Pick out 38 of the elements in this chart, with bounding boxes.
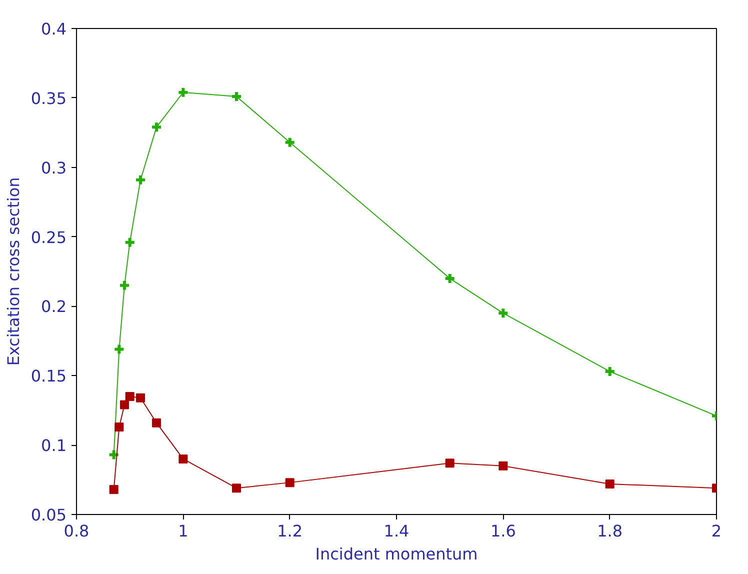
y-axis-title: Excitation cross section bbox=[4, 177, 23, 366]
point bbox=[498, 461, 508, 470]
point bbox=[125, 392, 134, 401]
point bbox=[285, 478, 294, 488]
x-tick-label: 1 bbox=[178, 522, 188, 540]
y-tick-label: 0.15 bbox=[30, 366, 66, 386]
x-tick-label: 0.8 bbox=[64, 522, 90, 540]
y-tick-label: 0.3 bbox=[41, 158, 67, 178]
y-tick-label: 0.2 bbox=[41, 297, 67, 316]
point bbox=[118, 279, 130, 292]
x-tick-label: 2 bbox=[711, 522, 722, 540]
point bbox=[152, 418, 161, 428]
x-axis-title: Incident momentum bbox=[315, 544, 478, 564]
y-tick-label: 0.1 bbox=[41, 436, 67, 456]
point bbox=[136, 393, 145, 402]
point bbox=[445, 458, 454, 468]
point bbox=[114, 422, 124, 432]
x-tick-label: 1.4 bbox=[384, 522, 410, 540]
point bbox=[177, 86, 190, 98]
point bbox=[108, 448, 120, 461]
x-tick-label: 1.2 bbox=[277, 522, 303, 540]
point bbox=[605, 479, 614, 488]
y-tick-label: 0.05 bbox=[30, 506, 66, 524]
point bbox=[497, 307, 510, 320]
y-tick-label: 0.35 bbox=[30, 88, 66, 108]
point bbox=[150, 121, 162, 134]
y-tick-label: 0.4 bbox=[41, 20, 67, 38]
point bbox=[109, 485, 118, 494]
point bbox=[113, 343, 126, 356]
point bbox=[232, 484, 241, 493]
point bbox=[134, 174, 146, 186]
point bbox=[120, 400, 129, 410]
y-tick-label: 0.25 bbox=[30, 228, 66, 247]
point bbox=[124, 236, 136, 248]
point bbox=[178, 454, 188, 464]
x-tick-label: 1.6 bbox=[490, 522, 516, 540]
point bbox=[284, 136, 296, 148]
x-tick-label: 1.8 bbox=[597, 522, 623, 540]
